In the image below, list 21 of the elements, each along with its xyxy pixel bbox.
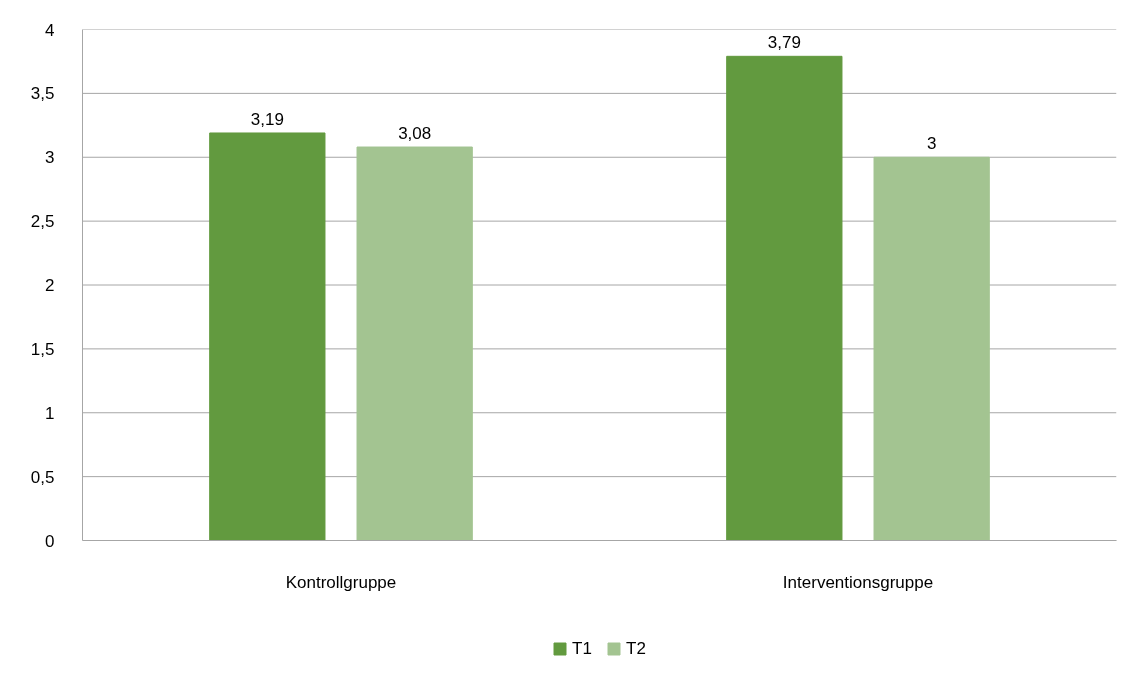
y-tick-label: 3 (45, 148, 55, 168)
y-tick-label: 1 (45, 403, 55, 423)
bar (726, 55, 843, 541)
bar (356, 146, 473, 541)
x-tick-label: Interventionsgruppe (782, 572, 934, 592)
x-tick-label: Kontrollgruppe (285, 572, 397, 592)
y-tick-label: 1,5 (30, 339, 55, 359)
y-tick-label: 4 (45, 20, 55, 40)
data-label: 3,08 (398, 124, 432, 144)
y-tick-label: 3,5 (30, 84, 55, 104)
legend-label: T2 (626, 638, 646, 659)
y-tick-label: 0 (45, 531, 55, 551)
y-tick-label: 0,5 (30, 467, 55, 487)
bar (873, 156, 990, 541)
y-tick-label: 2,5 (30, 212, 55, 232)
legend-label: T1 (572, 638, 592, 659)
data-label: 3,19 (250, 109, 284, 129)
data-label: 3 (926, 134, 937, 154)
bar (209, 132, 326, 541)
data-label: 3,79 (767, 33, 801, 53)
y-tick-label: 2 (45, 276, 55, 295)
